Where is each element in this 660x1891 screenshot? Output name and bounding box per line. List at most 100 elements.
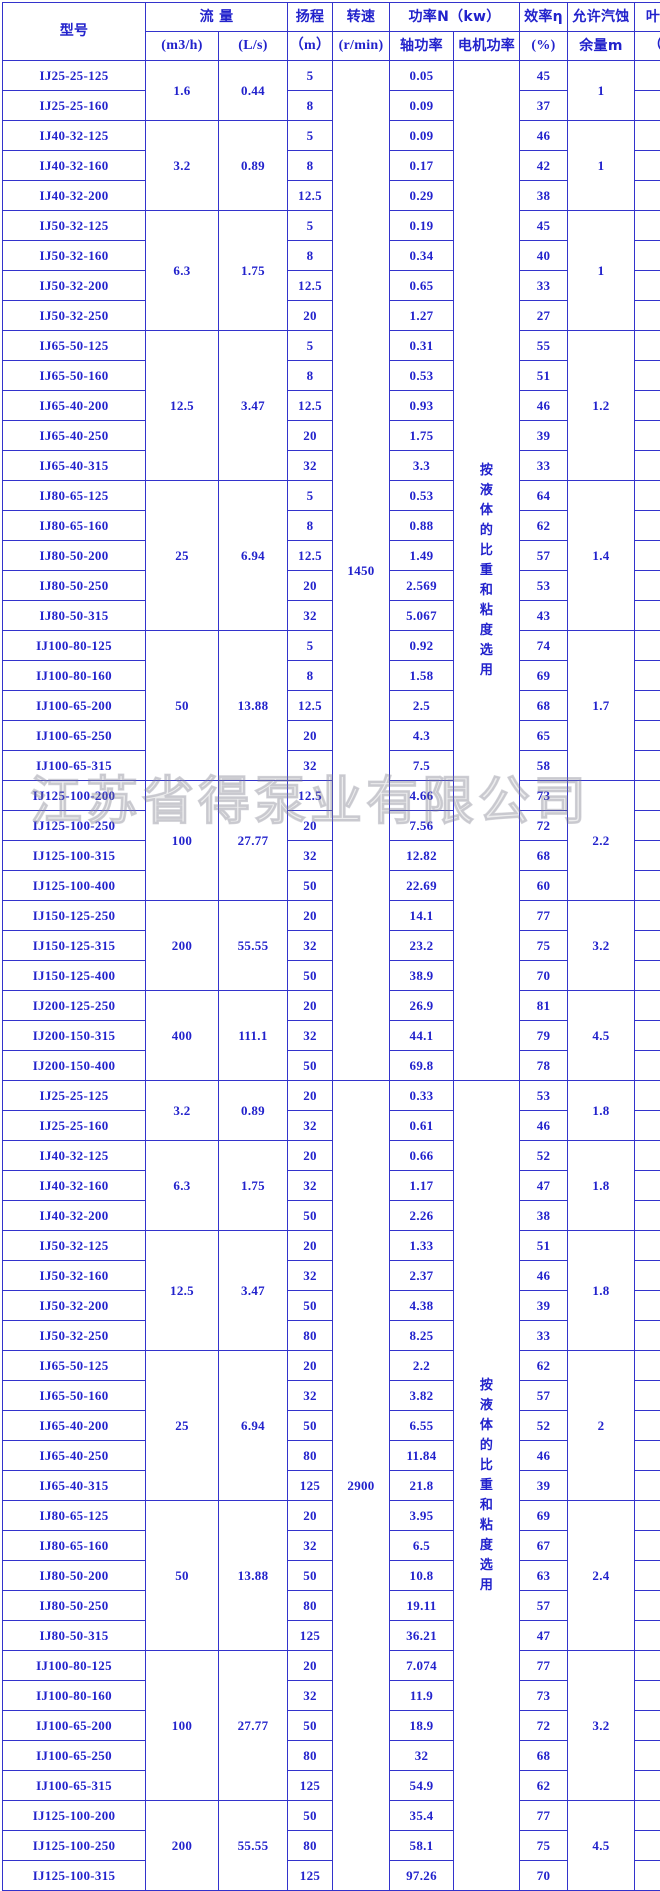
cell-head: 12.5	[288, 541, 333, 571]
cell-head: 20	[288, 1081, 333, 1111]
cell-efficiency: 39	[520, 1291, 568, 1321]
cell-impeller: 200	[635, 691, 660, 721]
table-row: IJ100-65-250803268250	[3, 1741, 660, 1771]
cell-efficiency: 75	[520, 1831, 568, 1861]
cell-flow-ls: 0.44	[219, 61, 288, 121]
cell-efficiency: 68	[520, 691, 568, 721]
cell-shaft-power: 0.61	[390, 1111, 454, 1141]
cell-speed: 1450	[333, 61, 390, 1081]
cell-impeller: 315	[635, 601, 660, 631]
cell-flow-m3h: 25	[146, 481, 219, 631]
cell-model: IJ25-25-125	[3, 61, 146, 91]
cell-impeller: 160	[635, 661, 660, 691]
cell-head: 20	[288, 901, 333, 931]
cell-model: IJ100-65-200	[3, 1711, 146, 1741]
cell-npsh: 1.8	[568, 1081, 635, 1141]
cell-head: 125	[288, 1471, 333, 1501]
header-head: 扬程	[288, 3, 333, 32]
cell-shaft-power: 38.9	[390, 961, 454, 991]
cell-model: IJ50-32-200	[3, 1291, 146, 1321]
cell-shaft-power: 1.49	[390, 541, 454, 571]
cell-flow-m3h: 3.2	[146, 1081, 219, 1141]
cell-npsh: 2	[568, 1351, 635, 1501]
cell-impeller: 160	[635, 1261, 660, 1291]
cell-impeller: 250	[635, 1441, 660, 1471]
cell-efficiency: 40	[520, 241, 568, 271]
cell-flow-m3h: 100	[146, 781, 219, 901]
cell-head: 20	[288, 1141, 333, 1171]
cell-shaft-power: 0.31	[390, 331, 454, 361]
cell-model: IJ40-32-200	[3, 1201, 146, 1231]
cell-model: IJ150-125-315	[3, 931, 146, 961]
cell-shaft-power: 1.58	[390, 661, 454, 691]
cell-flow-ls: 111.1	[219, 991, 288, 1081]
cell-shaft-power: 0.93	[390, 391, 454, 421]
cell-flow-ls: 3.47	[219, 1231, 288, 1351]
cell-head: 20	[288, 301, 333, 331]
cell-head: 50	[288, 1711, 333, 1741]
header-power-group: 功率N（kw）	[390, 3, 520, 32]
cell-npsh: 1	[568, 121, 635, 211]
cell-head: 5	[288, 121, 333, 151]
cell-impeller: 400	[635, 1051, 660, 1081]
cell-head: 5	[288, 61, 333, 91]
header-efficiency-unit: (%)	[520, 32, 568, 61]
cell-flow-m3h: 200	[146, 901, 219, 991]
cell-shaft-power: 6.5	[390, 1531, 454, 1561]
cell-efficiency: 39	[520, 1471, 568, 1501]
cell-model: IJ150-125-250	[3, 901, 146, 931]
cell-impeller: 315	[635, 1861, 660, 1891]
cell-head: 125	[288, 1621, 333, 1651]
cell-efficiency: 58	[520, 751, 568, 781]
cell-efficiency: 57	[520, 1591, 568, 1621]
cell-efficiency: 42	[520, 151, 568, 181]
cell-efficiency: 73	[520, 781, 568, 811]
cell-shaft-power: 23.2	[390, 931, 454, 961]
cell-shaft-power: 1.33	[390, 1231, 454, 1261]
cell-impeller: 315	[635, 1621, 660, 1651]
cell-impeller: 200	[635, 1411, 660, 1441]
cell-impeller: 160	[635, 361, 660, 391]
cell-shaft-power: 44.1	[390, 1021, 454, 1051]
cell-impeller: 200	[635, 1711, 660, 1741]
cell-impeller: 125	[635, 1081, 660, 1111]
cell-impeller: 200	[635, 1561, 660, 1591]
cell-flow-ls: 3.47	[219, 331, 288, 481]
cell-efficiency: 62	[520, 511, 568, 541]
cell-npsh: 1.8	[568, 1231, 635, 1351]
cell-impeller: 315	[635, 931, 660, 961]
cell-head: 80	[288, 1441, 333, 1471]
cell-shaft-power: 2.569	[390, 571, 454, 601]
cell-npsh: 4.5	[568, 1801, 635, 1891]
cell-shaft-power: 0.05	[390, 61, 454, 91]
cell-shaft-power: 0.17	[390, 151, 454, 181]
cell-efficiency: 46	[520, 1261, 568, 1291]
cell-efficiency: 47	[520, 1171, 568, 1201]
cell-model: IJ50-32-125	[3, 211, 146, 241]
cell-head: 12.5	[288, 181, 333, 211]
cell-head: 32	[288, 1381, 333, 1411]
cell-shaft-power: 26.9	[390, 991, 454, 1021]
cell-impeller: 125	[635, 1351, 660, 1381]
cell-efficiency: 62	[520, 1351, 568, 1381]
cell-efficiency: 38	[520, 181, 568, 211]
cell-impeller: 250	[635, 811, 660, 841]
cell-shaft-power: 11.9	[390, 1681, 454, 1711]
cell-head: 32	[288, 1021, 333, 1051]
cell-model: IJ40-32-200	[3, 181, 146, 211]
cell-shaft-power: 32	[390, 1741, 454, 1771]
